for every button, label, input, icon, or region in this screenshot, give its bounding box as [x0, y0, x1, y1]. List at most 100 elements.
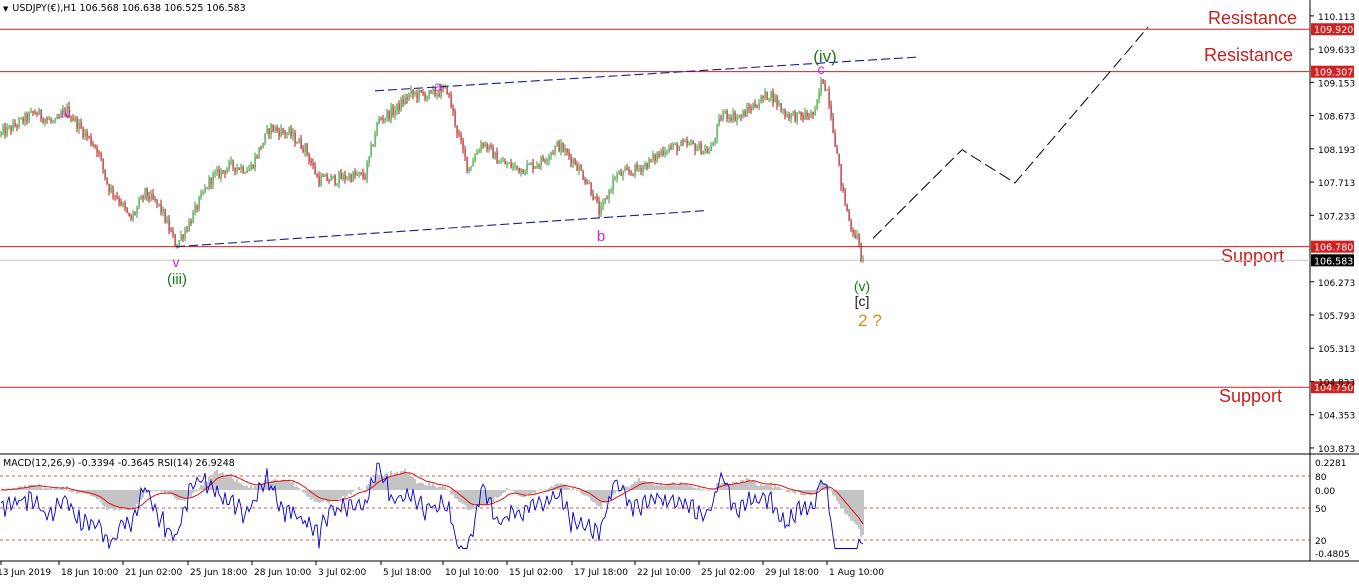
- macd-histogram-bar: [678, 484, 680, 490]
- bear-candle: [312, 162, 314, 166]
- bear-candle: [452, 107, 454, 112]
- macd-histogram-bar: [734, 482, 736, 490]
- collapse-arrow-icon[interactable]: ▼: [3, 5, 9, 13]
- bull-candle: [200, 192, 202, 198]
- macd-histogram-bar: [240, 483, 242, 490]
- macd-histogram-bar: [454, 490, 456, 499]
- macd-histogram-bar: [510, 490, 512, 491]
- bear-candle: [766, 91, 768, 100]
- macd-histogram-bar: [198, 488, 200, 490]
- macd-histogram-bar: [674, 484, 676, 490]
- macd-histogram-bar: [402, 471, 404, 490]
- bull-candle: [480, 143, 482, 151]
- macd-histogram-bar: [398, 473, 400, 490]
- bull-candle: [336, 183, 338, 185]
- macd-histogram-bar: [852, 490, 854, 521]
- macd-histogram-bar: [652, 483, 654, 490]
- macd-histogram-bar: [682, 483, 684, 490]
- macd-histogram-bar: [408, 473, 410, 490]
- bull-candle: [6, 126, 8, 136]
- macd-histogram-bar: [274, 478, 276, 490]
- macd-histogram-bar: [568, 488, 570, 490]
- macd-histogram-bar: [222, 472, 224, 490]
- macd-histogram-bar: [126, 490, 128, 510]
- macd-histogram-bar: [246, 485, 248, 490]
- macd-histogram-bar: [292, 480, 294, 490]
- macd-histogram-bar: [512, 490, 514, 492]
- bull-candle: [250, 164, 252, 170]
- bull-candle: [634, 164, 636, 176]
- time-tick-label: 21 Jun 02:00: [125, 568, 182, 578]
- price-tick-label: 106.273: [1318, 279, 1355, 289]
- bull-candle: [330, 176, 332, 181]
- bull-candle: [500, 161, 502, 164]
- macd-histogram-bar: [254, 485, 256, 490]
- macd-histogram-bar: [232, 478, 234, 490]
- macd-histogram-bar: [668, 483, 670, 490]
- bull-candle: [798, 111, 800, 113]
- bear-candle: [808, 116, 810, 118]
- macd-histogram-bar: [96, 490, 98, 500]
- macd-histogram-bar: [736, 481, 738, 490]
- bull-candle: [374, 135, 376, 146]
- bull-candle: [288, 129, 290, 134]
- macd-histogram-bar: [506, 488, 508, 490]
- macd-histogram-bar: [38, 484, 40, 490]
- macd-histogram-bar: [348, 490, 350, 494]
- price-tick-label: 108.673: [1318, 113, 1355, 123]
- macd-histogram-bar: [436, 487, 438, 490]
- bull-candle: [652, 154, 654, 161]
- macd-histogram-bar: [776, 486, 778, 490]
- bull-candle: [710, 145, 712, 151]
- indicator-panel: 0.2281 0.00 -0.4805 80 50 20: [0, 459, 1350, 560]
- macd-histogram-bar: [528, 490, 530, 495]
- bear-candle: [806, 112, 808, 117]
- macd-histogram-bar: [824, 483, 826, 490]
- bull-candle: [792, 112, 794, 114]
- bear-candle: [42, 118, 44, 123]
- macd-histogram-bar: [380, 474, 382, 490]
- macd-histogram-bar: [70, 490, 72, 492]
- macd-histogram-bar: [444, 487, 446, 490]
- bull-candle: [474, 154, 476, 162]
- bear-candle: [302, 148, 304, 152]
- macd-histogram-bar: [534, 490, 536, 494]
- bull-candle: [714, 138, 716, 143]
- bear-candle: [268, 128, 270, 135]
- macd-histogram-bar: [122, 490, 124, 508]
- bear-candle: [112, 187, 114, 196]
- macd-histogram-bar: [496, 490, 498, 498]
- bear-candle: [562, 143, 564, 152]
- macd-histogram-bar: [610, 490, 612, 497]
- bear-candle: [398, 103, 400, 111]
- bull-candle: [774, 96, 776, 103]
- macd-histogram-bar: [132, 490, 134, 508]
- bear-candle: [776, 96, 778, 106]
- bear-candle: [380, 118, 382, 120]
- macd-histogram-bar: [286, 480, 288, 490]
- bear-candle: [566, 148, 568, 153]
- bull-candle: [30, 111, 32, 113]
- macd-histogram-bar: [860, 490, 862, 537]
- bull-candle: [778, 103, 780, 106]
- bull-candle: [514, 165, 516, 167]
- rsi-axis-label: 50: [1315, 505, 1327, 515]
- current-price-box: [1311, 254, 1354, 267]
- macd-histogram-bar: [696, 488, 698, 490]
- wave-label: c: [818, 61, 825, 77]
- bear-candle: [130, 215, 132, 220]
- macd-histogram-bar: [326, 490, 328, 503]
- macd-histogram-bar: [236, 479, 238, 490]
- bull-candle: [74, 117, 76, 121]
- macd-histogram-bar: [440, 486, 442, 490]
- bear-candle: [456, 125, 458, 134]
- bull-candle: [498, 163, 500, 165]
- bull-candle: [564, 148, 566, 152]
- macd-histogram-bar: [488, 490, 490, 504]
- bear-candle: [14, 122, 16, 126]
- bull-candle: [432, 89, 434, 91]
- bull-candle: [24, 113, 26, 123]
- bull-candle: [352, 172, 354, 182]
- bull-candle: [478, 150, 480, 153]
- bull-candle: [158, 203, 160, 205]
